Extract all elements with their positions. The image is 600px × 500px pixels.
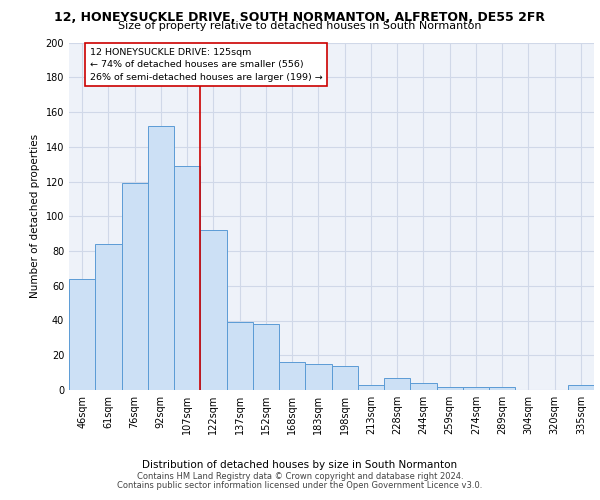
Bar — [253, 324, 279, 390]
Bar — [69, 279, 95, 390]
Bar — [305, 364, 331, 390]
Bar — [568, 385, 594, 390]
Text: Size of property relative to detached houses in South Normanton: Size of property relative to detached ho… — [118, 21, 482, 31]
Bar — [174, 166, 200, 390]
Y-axis label: Number of detached properties: Number of detached properties — [30, 134, 40, 298]
Bar — [463, 386, 489, 390]
Text: Contains HM Land Registry data © Crown copyright and database right 2024.: Contains HM Land Registry data © Crown c… — [137, 472, 463, 481]
Bar — [227, 322, 253, 390]
Text: Contains public sector information licensed under the Open Government Licence v3: Contains public sector information licen… — [118, 481, 482, 490]
Bar — [489, 386, 515, 390]
Bar — [200, 230, 227, 390]
Text: Distribution of detached houses by size in South Normanton: Distribution of detached houses by size … — [142, 460, 458, 470]
Bar — [331, 366, 358, 390]
Text: 12, HONEYSUCKLE DRIVE, SOUTH NORMANTON, ALFRETON, DE55 2FR: 12, HONEYSUCKLE DRIVE, SOUTH NORMANTON, … — [55, 11, 545, 24]
Bar — [410, 383, 437, 390]
Bar — [148, 126, 174, 390]
Bar — [95, 244, 121, 390]
Bar — [358, 385, 384, 390]
Bar — [279, 362, 305, 390]
Bar — [384, 378, 410, 390]
Bar — [121, 183, 148, 390]
Bar — [437, 386, 463, 390]
Text: 12 HONEYSUCKLE DRIVE: 125sqm
← 74% of detached houses are smaller (556)
26% of s: 12 HONEYSUCKLE DRIVE: 125sqm ← 74% of de… — [90, 48, 323, 82]
